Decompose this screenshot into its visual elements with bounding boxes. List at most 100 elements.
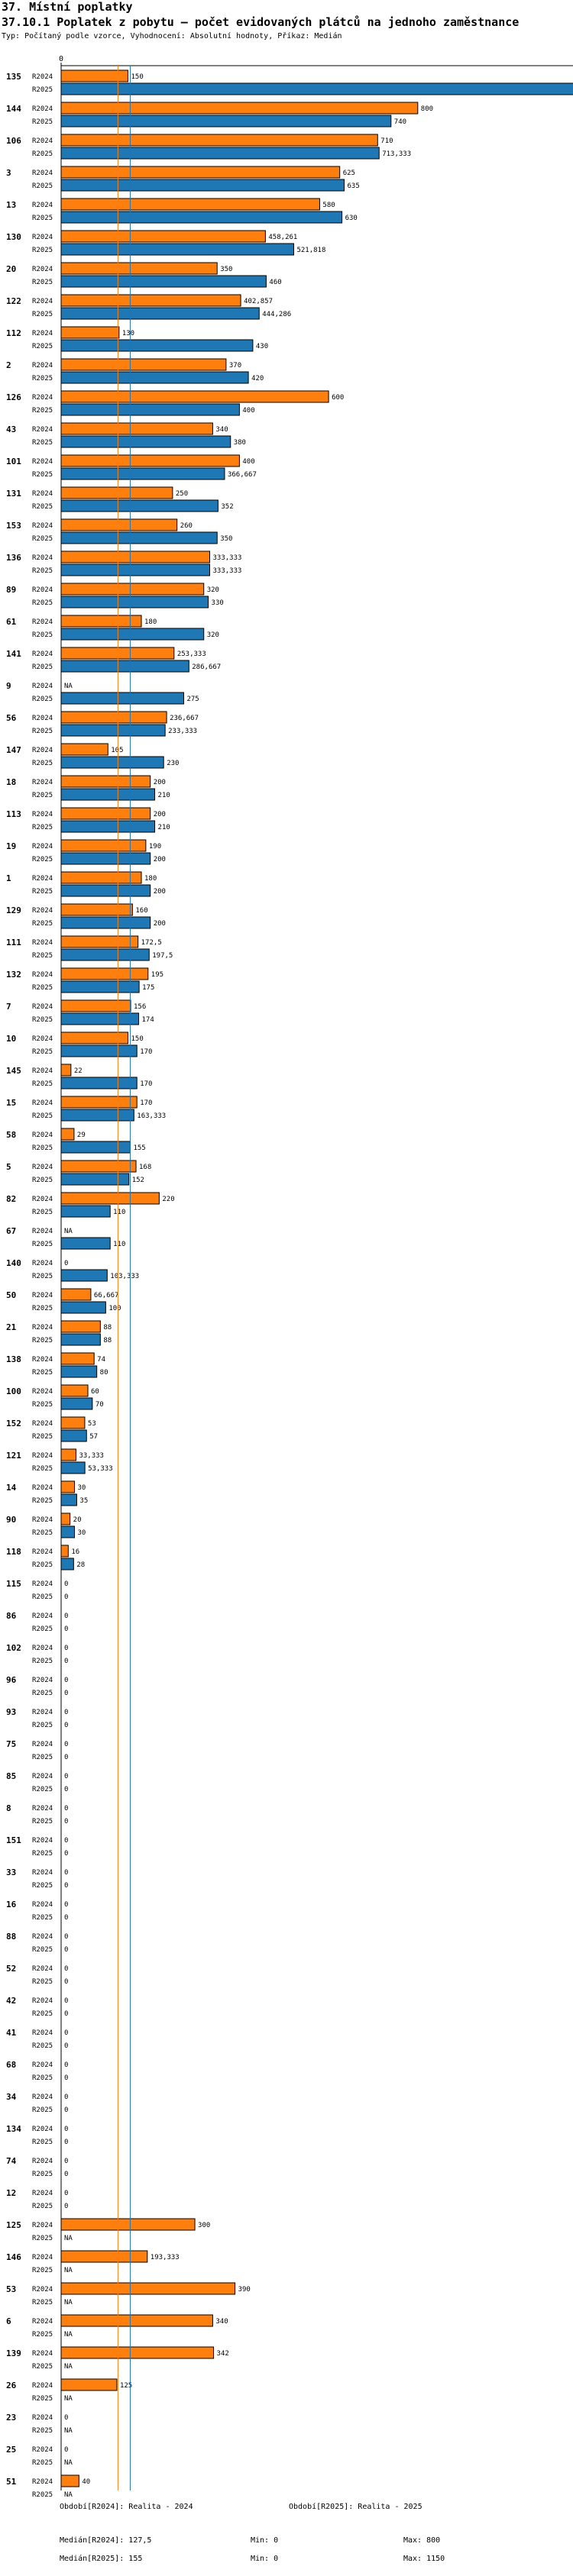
series-label: R2025 bbox=[32, 1080, 53, 1088]
bar-r2024 bbox=[60, 454, 240, 467]
series-label: R2025 bbox=[32, 279, 53, 286]
series-label: R2025 bbox=[32, 86, 53, 94]
data-label: 197,5 bbox=[152, 952, 173, 960]
data-label: 330 bbox=[212, 599, 224, 607]
bar-r2024 bbox=[60, 807, 151, 820]
data-label: 0 bbox=[64, 1690, 68, 1697]
bar-r2025 bbox=[60, 307, 260, 320]
series-label: R2024 bbox=[32, 1260, 53, 1267]
series-label: R2024 bbox=[32, 1420, 53, 1428]
data-label: 0 bbox=[64, 2106, 68, 2114]
series-label: R2025 bbox=[32, 888, 53, 896]
bar-r2025 bbox=[60, 1333, 101, 1346]
data-label: 320 bbox=[207, 631, 219, 639]
bar-r2024 bbox=[60, 839, 147, 852]
data-label: 174 bbox=[142, 1016, 154, 1024]
series-label: R2024 bbox=[32, 1805, 53, 1813]
category-label: 106 bbox=[6, 136, 21, 146]
bar-r2024 bbox=[60, 743, 108, 756]
category-label: 113 bbox=[6, 809, 21, 819]
category-label: 7 bbox=[6, 1002, 11, 1012]
bar-r2024 bbox=[60, 422, 213, 435]
bar-r2025 bbox=[60, 1269, 108, 1282]
category-label: 75 bbox=[6, 1739, 16, 1749]
data-label: 0 bbox=[64, 1612, 68, 1620]
series-label: R2024 bbox=[32, 683, 53, 690]
data-label: 740 bbox=[394, 118, 406, 126]
series-label: R2024 bbox=[32, 843, 53, 851]
series-label: R2025 bbox=[32, 2235, 53, 2242]
data-label: 0 bbox=[64, 1677, 68, 1684]
bar-r2024 bbox=[60, 2314, 213, 2327]
category-label: 131 bbox=[6, 489, 21, 499]
bar-r2025 bbox=[60, 467, 225, 480]
category-label: 141 bbox=[6, 649, 21, 659]
bar-r2024 bbox=[60, 102, 419, 115]
data-label: 0 bbox=[64, 1978, 68, 1986]
series-label: R2025 bbox=[32, 2299, 53, 2306]
bar-r2025 bbox=[60, 1558, 74, 1570]
series-label: R2024 bbox=[32, 586, 53, 594]
series-label: R2024 bbox=[32, 202, 53, 209]
data-label: 0 bbox=[64, 2010, 68, 2018]
series-label: R2025 bbox=[32, 1337, 53, 1344]
data-label: 0 bbox=[64, 2171, 68, 2178]
data-label: 0 bbox=[64, 1580, 68, 1588]
data-label: 150 bbox=[131, 1035, 144, 1043]
series-label: R2024 bbox=[32, 1388, 53, 1396]
category-label: 138 bbox=[6, 1354, 21, 1364]
data-label: 200 bbox=[154, 888, 166, 896]
series-label: R2025 bbox=[32, 1882, 53, 1890]
data-label: 0 bbox=[64, 1818, 68, 1825]
bar-r2025 bbox=[60, 1237, 111, 1250]
series-label: R2025 bbox=[32, 1946, 53, 1954]
data-label: 200 bbox=[154, 920, 166, 928]
series-label: R2025 bbox=[32, 663, 53, 671]
category-label: 34 bbox=[6, 2092, 17, 2102]
bar-r2025 bbox=[60, 1109, 134, 1122]
category-label: 42 bbox=[6, 1996, 16, 2006]
series-label: R2025 bbox=[32, 1593, 53, 1601]
data-label: 40 bbox=[82, 2478, 90, 2486]
data-label: 175 bbox=[142, 984, 154, 992]
category-label: 52 bbox=[6, 1964, 16, 1974]
data-label: 0 bbox=[64, 1741, 68, 1748]
data-label: 172,5 bbox=[141, 939, 162, 947]
series-label: R2024 bbox=[32, 1548, 53, 1556]
series-label: R2025 bbox=[32, 599, 53, 607]
series-label: R2025 bbox=[32, 2267, 53, 2274]
category-label: 152 bbox=[6, 1419, 21, 1428]
series-label: R2024 bbox=[32, 618, 53, 626]
data-label: 70 bbox=[96, 1401, 104, 1409]
category-label: 132 bbox=[6, 970, 21, 980]
data-label: 0 bbox=[64, 1850, 68, 1858]
bar-r2025 bbox=[60, 884, 151, 897]
series-label: R2025 bbox=[32, 343, 53, 350]
data-label: NA bbox=[64, 2427, 73, 2435]
data-label: 402,857 bbox=[244, 298, 273, 305]
category-label: 14 bbox=[6, 1483, 17, 1493]
series-label: R2025 bbox=[32, 2042, 53, 2050]
bar-r2025 bbox=[60, 1429, 87, 1442]
bar-r2025 bbox=[60, 211, 343, 224]
series-label: R2025 bbox=[32, 1690, 53, 1697]
category-label: 53 bbox=[6, 2284, 16, 2294]
series-label: R2025 bbox=[32, 150, 53, 158]
category-label: 9 bbox=[6, 681, 11, 691]
data-label: 66,667 bbox=[94, 1292, 119, 1299]
series-label: R2025 bbox=[32, 2331, 53, 2339]
bar-r2024 bbox=[60, 2474, 79, 2487]
series-label: R2025 bbox=[32, 1433, 53, 1441]
series-label: R2025 bbox=[32, 2010, 53, 2018]
category-label: 41 bbox=[6, 2028, 17, 2038]
series-label: R2025 bbox=[32, 407, 53, 415]
data-label: NA bbox=[64, 2491, 73, 2499]
data-label: NA bbox=[64, 2363, 73, 2371]
category-label: 82 bbox=[6, 1194, 16, 1204]
data-label: 200 bbox=[154, 856, 166, 864]
data-label: NA bbox=[64, 2331, 73, 2339]
data-label: 190 bbox=[149, 843, 161, 851]
data-label: 286,667 bbox=[192, 663, 221, 671]
series-label: R2025 bbox=[32, 2427, 53, 2435]
series-label: R2025 bbox=[32, 1722, 53, 1729]
